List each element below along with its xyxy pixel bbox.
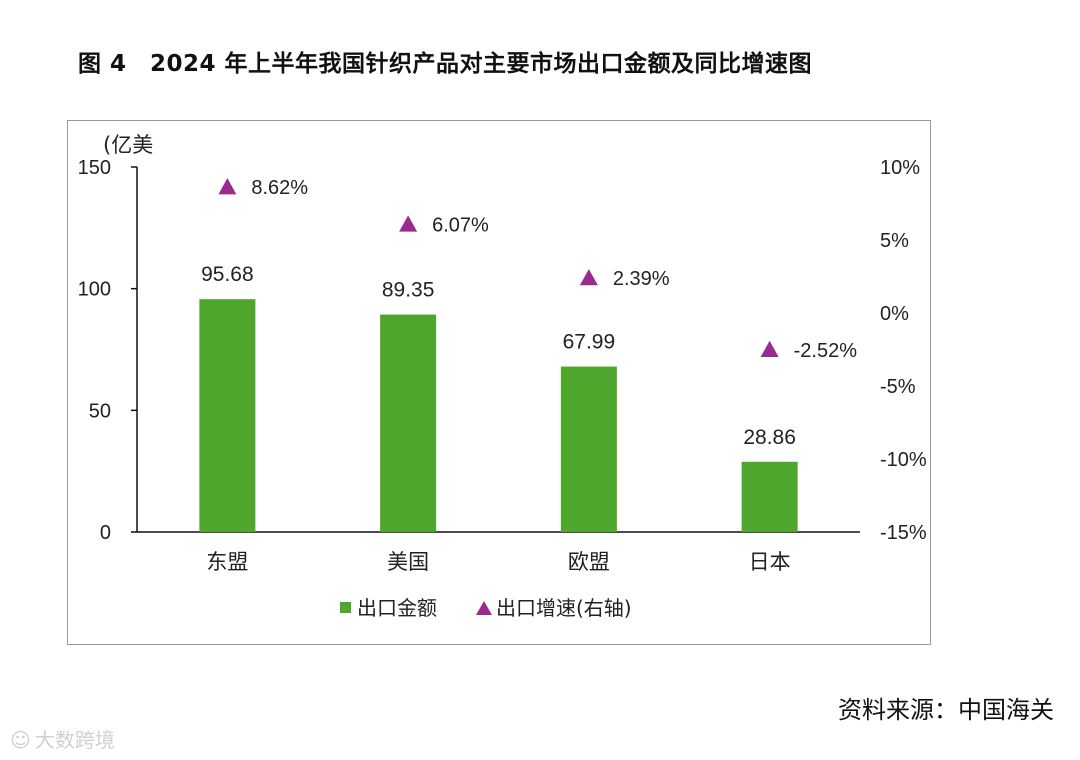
watermark-logo-icon: ☺ — [10, 728, 31, 752]
growth-value-label: 8.62% — [251, 177, 308, 199]
legend-marker-swatch — [476, 601, 492, 615]
growth-value-label: 2.39% — [613, 268, 670, 290]
bar-series: 95.68 89.35 67.99 28.86 — [199, 263, 798, 532]
legend: 出口金额 出口增速(右轴) — [340, 596, 632, 620]
left-axis-tick-label: 0 — [100, 522, 111, 544]
bar-value-label: 95.68 — [201, 263, 254, 286]
legend-marker-label: 出口增速(右轴) — [496, 596, 632, 620]
x-axis-category-label: 日本 — [749, 550, 791, 574]
watermark: ☺ 大数跨境 — [10, 724, 115, 753]
source-note: 资料来源：中国海关 — [838, 696, 1054, 724]
left-axis-tick-label: 50 — [89, 400, 111, 422]
watermark-text: 大数跨境 — [34, 728, 115, 752]
right-axis-tick-label: 5% — [880, 230, 909, 252]
bar — [199, 299, 256, 532]
legend-bar-swatch — [340, 602, 351, 613]
x-axis-category-label: 欧盟 — [568, 550, 610, 574]
chart-title: 图 4 2024 年上半年我国针织产品对主要市场出口金额及同比增速图 — [78, 51, 813, 77]
bar-value-label: 89.35 — [382, 279, 435, 302]
right-axis-tick-label: -10% — [880, 449, 927, 471]
bar — [380, 314, 437, 532]
chart-axes: 0 50 100 150(亿美 10% 5% 0% -5% -10% -15% 东盟 美国 欧盟 日本 — [78, 133, 927, 574]
right-axis-tick-label: 10% — [880, 157, 920, 179]
left-axis-tick-label: 150 — [78, 157, 111, 179]
bar — [560, 366, 617, 532]
growth-marker — [760, 340, 779, 357]
x-axis-category-label: 美国 — [387, 550, 429, 574]
growth-value-label: -2.52% — [794, 340, 858, 362]
right-axis-tick-label: -5% — [880, 376, 916, 398]
right-axis-tick-label: 0% — [880, 303, 909, 325]
left-axis-unit-label: (亿美 — [103, 133, 153, 157]
right-axis-tick-label: -15% — [880, 522, 927, 544]
bar — [741, 461, 798, 532]
growth-marker — [579, 269, 598, 286]
bar-value-label: 28.86 — [743, 426, 796, 449]
bar-value-label: 67.99 — [563, 331, 616, 354]
growth-marker — [218, 178, 237, 195]
marker-series: 8.62% 6.07% 2.39% -2.52% — [218, 177, 857, 362]
chart-frame — [67, 120, 931, 645]
growth-marker — [399, 215, 418, 232]
left-axis-tick-label: 100 — [78, 279, 111, 301]
growth-value-label: 6.07% — [432, 214, 489, 236]
legend-bar-label: 出口金额 — [357, 596, 437, 620]
x-axis-category-label: 东盟 — [206, 550, 248, 574]
